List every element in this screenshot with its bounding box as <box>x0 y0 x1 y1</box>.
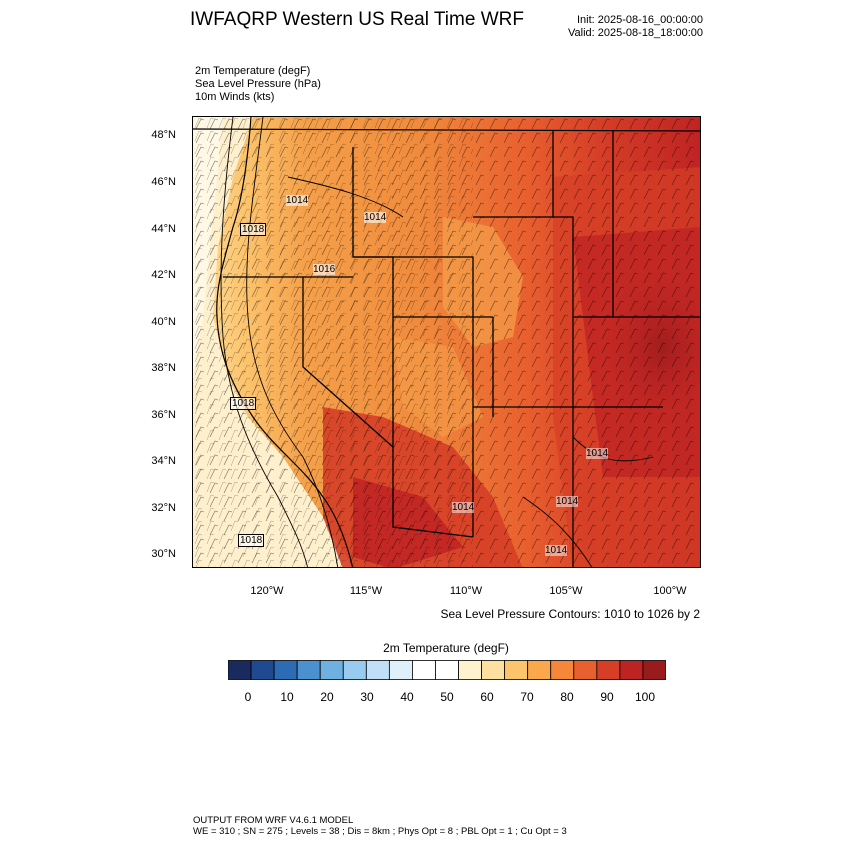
isobar-label: 1014 <box>545 545 568 556</box>
colorbar-tick-label: 20 <box>320 690 334 704</box>
colorbar-tick-label: 40 <box>400 690 414 704</box>
colorbar-swatch <box>273 660 298 680</box>
isobar-label: 1018 <box>230 397 257 410</box>
model-info: OUTPUT FROM WRF V4.6.1 MODEL WE = 310 ; … <box>193 815 567 837</box>
lon-label: 110°W <box>449 585 483 597</box>
colorbar-tick-label: 60 <box>480 690 494 704</box>
colorbar-tick-label: 80 <box>560 690 574 704</box>
colorbar-tick-label: 100 <box>634 690 656 704</box>
colorbar-tick-label: 0 <box>244 690 252 704</box>
lon-label: 100°W <box>653 585 687 597</box>
lat-label: 48°N <box>151 129 176 141</box>
lat-label: 34°N <box>151 455 176 467</box>
field-list: 2m Temperature (degF) Sea Level Pressure… <box>195 65 321 104</box>
model-version: OUTPUT FROM WRF V4.6.1 MODEL <box>193 815 354 826</box>
colorbar-swatch <box>573 660 598 680</box>
isobar-label: 1014 <box>286 195 309 206</box>
colorbar-tick-label: 10 <box>280 690 294 704</box>
colorbar-swatch <box>619 660 644 680</box>
colorbar-swatch <box>550 660 575 680</box>
colorbar-tick-label: 90 <box>600 690 614 704</box>
lat-label: 36°N <box>151 409 176 421</box>
colorbar-tick-label: 50 <box>440 690 454 704</box>
temperature-map <box>193 117 700 567</box>
model-config: WE = 310 ; SN = 275 ; Levels = 38 ; Dis … <box>193 826 567 837</box>
isobar-label: 1018 <box>240 223 267 236</box>
lat-label: 32°N <box>151 502 176 514</box>
colorbar-tick-label: 70 <box>520 690 534 704</box>
valid-time: Valid: 2025-08-18_18:00:00 <box>568 27 703 39</box>
colorbar-swatch <box>412 660 436 680</box>
plot-title: IWFAQRP Western US Real Time WRF <box>190 9 524 30</box>
colorbar-swatch <box>435 660 459 680</box>
colorbar-swatch <box>319 660 344 680</box>
colorbar-swatch <box>504 660 529 680</box>
lon-label: 105°W <box>549 585 583 597</box>
run-time-info: Init: 2025-08-16_00:00:00 Valid: 2025-08… <box>540 14 703 40</box>
field-pressure: Sea Level Pressure (hPa) <box>195 78 321 90</box>
colorbar <box>228 660 666 680</box>
init-time: Init: 2025-08-16_00:00:00 <box>577 14 703 26</box>
lat-label: 42°N <box>151 269 176 281</box>
field-winds: 10m Winds (kts) <box>195 91 275 103</box>
lat-label: 46°N <box>151 176 176 188</box>
lat-label: 44°N <box>151 223 176 235</box>
lon-label: 115°W <box>349 585 383 597</box>
isobar-label: 1014 <box>452 502 475 513</box>
colorbar-swatch <box>365 660 390 680</box>
contour-note: Sea Level Pressure Contours: 1010 to 102… <box>440 607 701 621</box>
lon-label: 120°W <box>250 585 284 597</box>
isobar-label: 1014 <box>364 212 387 223</box>
colorbar-swatch <box>596 660 621 680</box>
isobar-label: 1014 <box>586 448 609 459</box>
colorbar-swatch <box>642 660 666 680</box>
isobar-label: 1014 <box>556 496 579 507</box>
colorbar-swatch <box>458 660 482 680</box>
colorbar-swatch <box>481 660 506 680</box>
colorbar-swatch <box>250 660 275 680</box>
isobar-label: 1018 <box>238 534 265 547</box>
lat-label: 30°N <box>151 548 176 560</box>
colorbar-title: 2m Temperature (degF) <box>383 641 509 655</box>
field-temperature: 2m Temperature (degF) <box>195 65 311 77</box>
colorbar-swatch <box>388 660 413 680</box>
lat-label: 40°N <box>151 316 176 328</box>
colorbar-swatch <box>527 660 552 680</box>
lat-label: 38°N <box>151 362 176 374</box>
colorbar-swatch <box>296 660 321 680</box>
map-panel <box>192 116 701 568</box>
colorbar-tick-label: 30 <box>360 690 374 704</box>
colorbar-swatch <box>342 660 367 680</box>
colorbar-swatch <box>228 660 252 680</box>
isobar-label: 1016 <box>313 264 336 275</box>
